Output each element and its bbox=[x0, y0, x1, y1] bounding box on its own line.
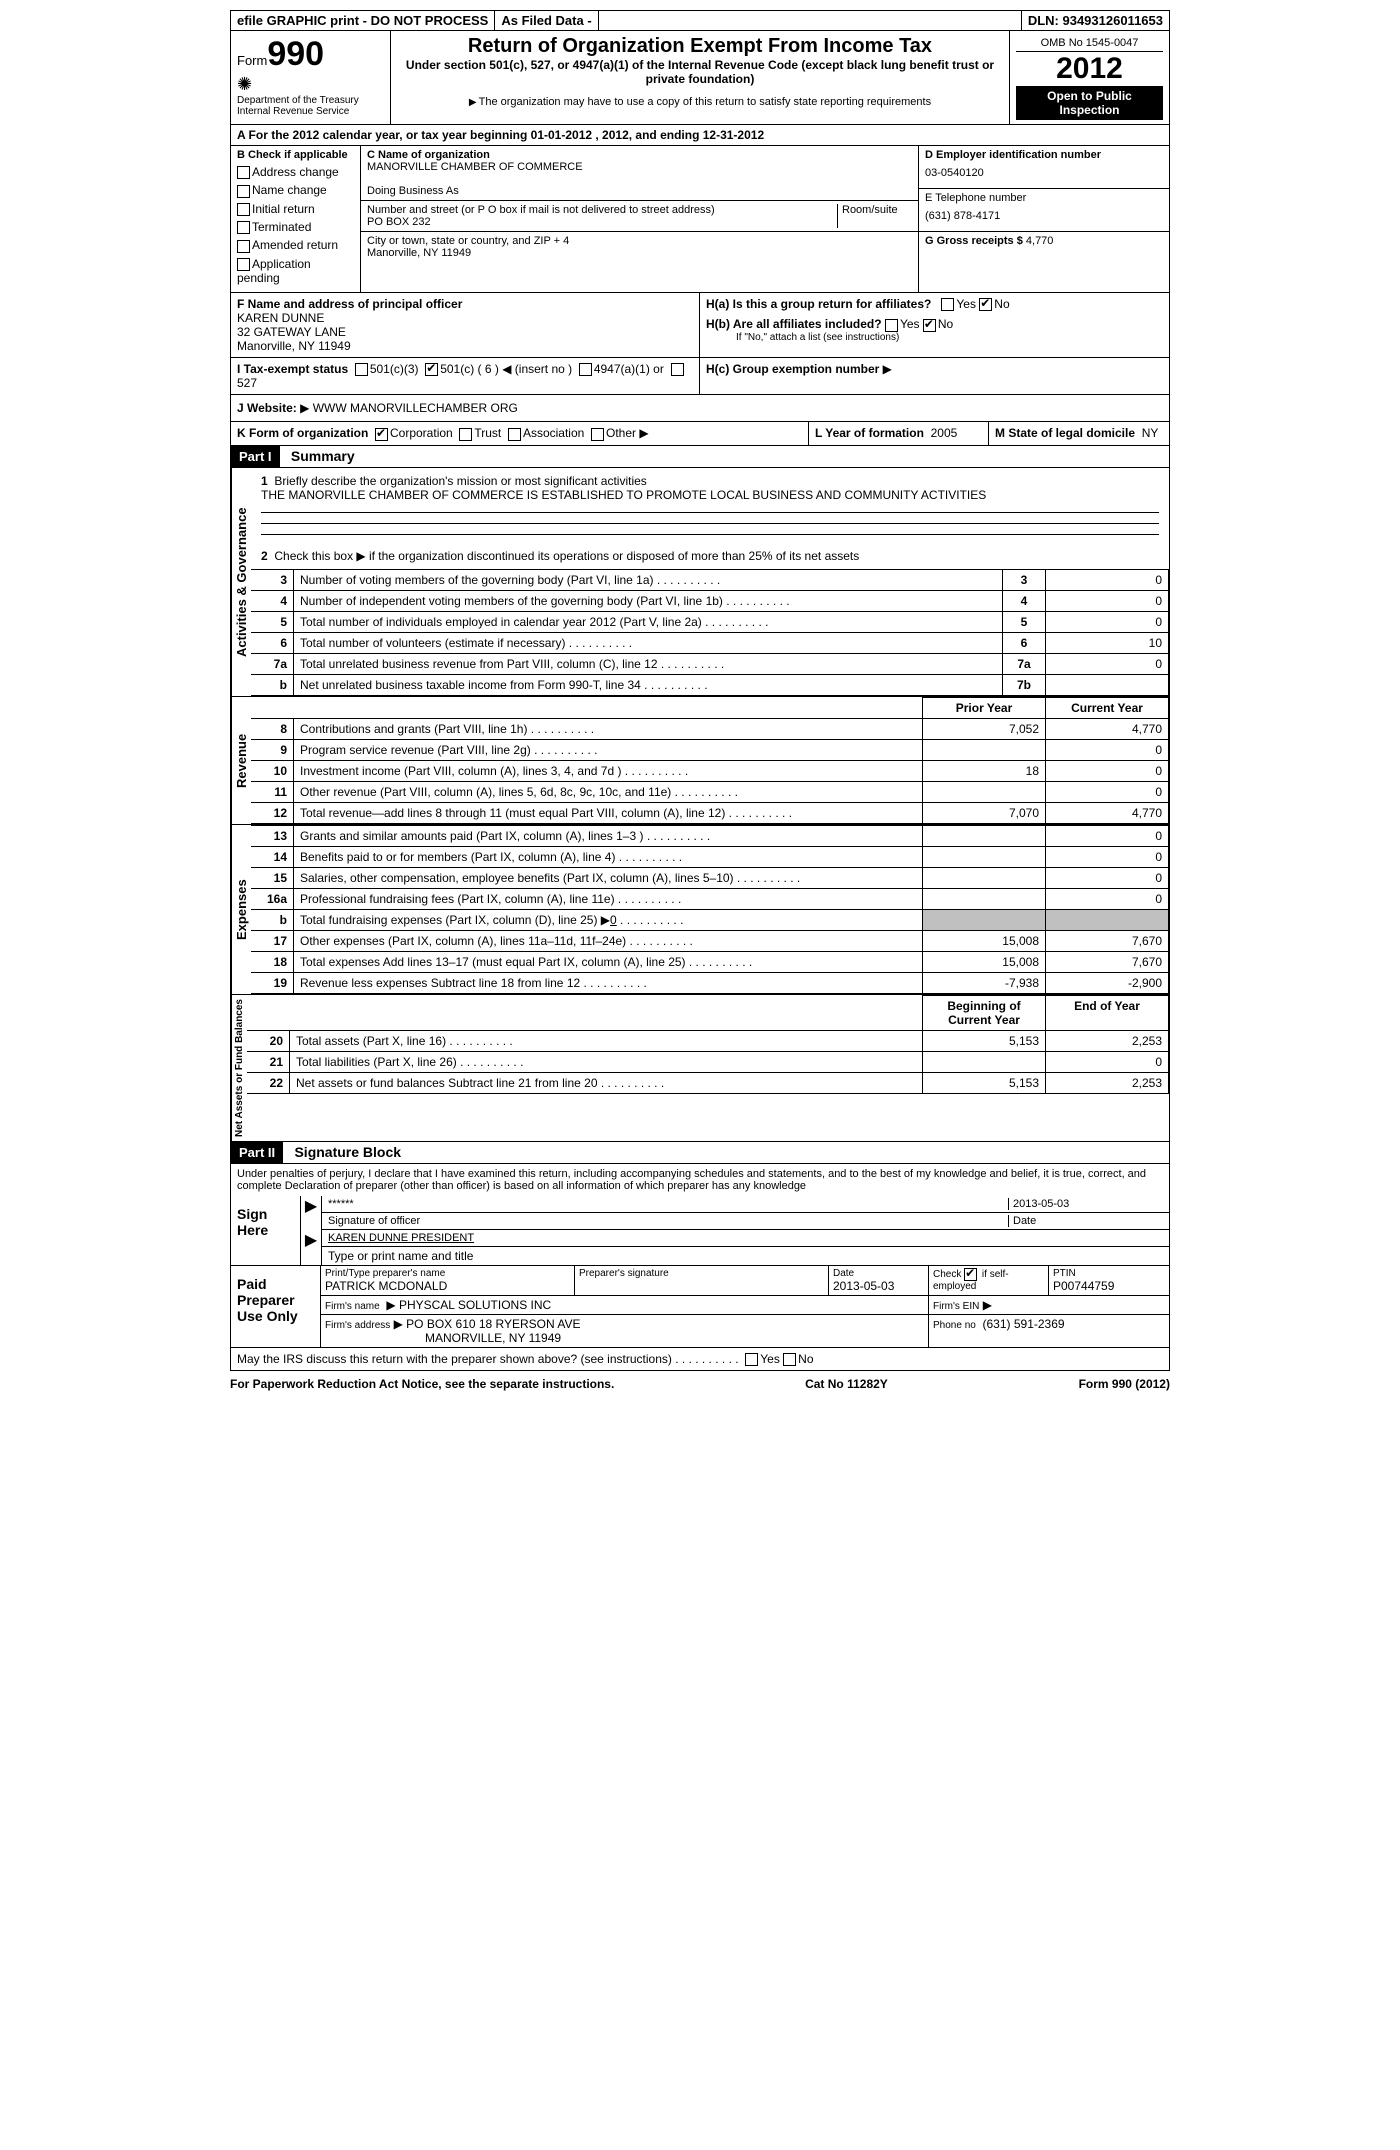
paid-preparer-block: Paid Preparer Use Only Print/Type prepar… bbox=[230, 1266, 1170, 1348]
section-ihc: I Tax-exempt status 501(c)(3) 501(c) ( 6… bbox=[230, 358, 1170, 395]
checkbox-amended[interactable] bbox=[237, 240, 250, 253]
org-address: PO BOX 232 bbox=[367, 216, 837, 228]
part1-netassets: Net Assets or Fund Balances Beginning of… bbox=[230, 995, 1170, 1142]
section-deg: D Employer identification number 03-0540… bbox=[919, 146, 1169, 292]
section-j: J Website: ▶ WWW MANORVILLECHAMBER ORG bbox=[230, 395, 1170, 422]
header-left: Form990 ✺ Department of the Treasury Int… bbox=[231, 31, 391, 124]
gross-receipts: 4,770 bbox=[1026, 235, 1054, 247]
hb-yes[interactable] bbox=[885, 319, 898, 332]
spacer bbox=[599, 11, 1022, 30]
part2-header: Part II Signature Block bbox=[230, 1142, 1170, 1164]
firm-name: PHYSCAL SOLUTIONS INC bbox=[399, 1298, 551, 1312]
part1-governance: Activities & Governance 1 Briefly descri… bbox=[230, 468, 1170, 697]
top-bar: efile GRAPHIC print - DO NOT PROCESS As … bbox=[230, 10, 1170, 31]
part1-header: Part I Summary bbox=[230, 446, 1170, 468]
checkbox-address-change[interactable] bbox=[237, 166, 250, 179]
side-label-revenue: Revenue bbox=[231, 697, 251, 824]
hb-no[interactable] bbox=[923, 319, 936, 332]
form-990-page: efile GRAPHIC print - DO NOT PROCESS As … bbox=[230, 10, 1170, 1397]
declaration: Under penalties of perjury, I declare th… bbox=[230, 1164, 1170, 1196]
footer: For Paperwork Reduction Act Notice, see … bbox=[230, 1371, 1170, 1397]
as-filed: As Filed Data - bbox=[495, 11, 598, 30]
section-f: F Name and address of principal officer … bbox=[231, 293, 700, 357]
ha-yes[interactable] bbox=[941, 298, 954, 311]
side-label-netassets: Net Assets or Fund Balances bbox=[231, 995, 247, 1141]
checkbox-pending[interactable] bbox=[237, 258, 250, 271]
dln: DLN: 93493126011653 bbox=[1022, 11, 1169, 30]
efile-notice: efile GRAPHIC print - DO NOT PROCESS bbox=[231, 11, 495, 30]
section-bcdeg: B Check if applicable Address change Nam… bbox=[230, 146, 1170, 293]
checkbox-name-change[interactable] bbox=[237, 185, 250, 198]
revenue-table: Prior Year Current Year8 Contributions a… bbox=[251, 697, 1169, 824]
section-klm: K Form of organization Corporation Trust… bbox=[230, 422, 1170, 445]
section-c: C Name of organization MANORVILLE CHAMBE… bbox=[361, 146, 919, 292]
checkbox-initial-return[interactable] bbox=[237, 203, 250, 216]
side-label-governance: Activities & Governance bbox=[231, 468, 251, 696]
part1-revenue: Revenue Prior Year Current Year8 Contrib… bbox=[230, 697, 1170, 825]
ein: 03-0540120 bbox=[925, 161, 1163, 185]
officer-name: KAREN DUNNE PRESIDENT bbox=[322, 1230, 1169, 1247]
section-h: H(a) Is this a group return for affiliat… bbox=[700, 293, 1169, 357]
discuss-no[interactable] bbox=[783, 1353, 796, 1366]
ptin: P00744759 bbox=[1053, 1279, 1165, 1293]
discuss-row: May the IRS discuss this return with the… bbox=[230, 1348, 1170, 1371]
header: Form990 ✺ Department of the Treasury Int… bbox=[230, 31, 1170, 125]
preparer-name: PATRICK MCDONALD bbox=[325, 1279, 570, 1293]
sign-here-block: Sign Here ▶ ****** 2013-05-03 Signature … bbox=[230, 1196, 1170, 1266]
netassets-table: Beginning of Current Year End of Year20 … bbox=[247, 995, 1169, 1094]
state-reporting-note: The organization may have to use a copy … bbox=[397, 96, 1003, 108]
firm-phone: (631) 591-2369 bbox=[983, 1317, 1065, 1331]
mission-text: THE MANORVILLE CHAMBER OF COMMERCE IS ES… bbox=[261, 488, 986, 502]
org-city: Manorville, NY 11949 bbox=[367, 247, 912, 259]
org-name: MANORVILLE CHAMBER OF COMMERCE bbox=[367, 161, 912, 173]
side-label-expenses: Expenses bbox=[231, 825, 251, 994]
part1-expenses: Expenses 13 Grants and similar amounts p… bbox=[230, 825, 1170, 995]
header-center: Return of Organization Exempt From Incom… bbox=[391, 31, 1009, 124]
expenses-table: 13 Grants and similar amounts paid (Part… bbox=[251, 825, 1169, 994]
governance-table: 3 Number of voting members of the govern… bbox=[251, 569, 1169, 696]
section-fh: F Name and address of principal officer … bbox=[230, 293, 1170, 358]
website: WWW MANORVILLECHAMBER ORG bbox=[313, 401, 518, 415]
tax-year-row: A For the 2012 calendar year, or tax yea… bbox=[230, 125, 1170, 146]
section-b: B Check if applicable Address change Nam… bbox=[231, 146, 361, 292]
header-right: OMB No 1545-0047 2012 Open to Public Ins… bbox=[1009, 31, 1169, 124]
checkbox-terminated[interactable] bbox=[237, 221, 250, 234]
discuss-yes[interactable] bbox=[745, 1353, 758, 1366]
ha-no[interactable] bbox=[979, 298, 992, 311]
phone: (631) 878-4171 bbox=[925, 204, 1163, 228]
